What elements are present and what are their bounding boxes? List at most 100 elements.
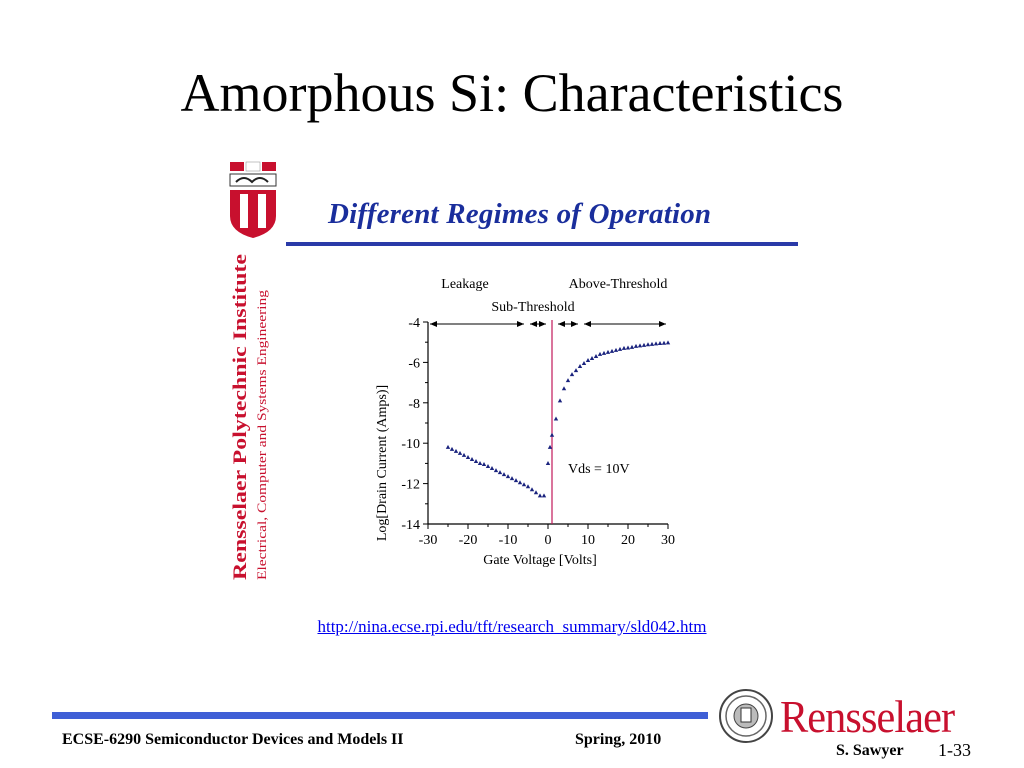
- region-label-leakage: Leakage: [441, 277, 488, 292]
- data-point: [517, 480, 523, 485]
- data-point: [541, 493, 547, 498]
- data-point: [461, 452, 467, 457]
- data-point: [557, 398, 563, 403]
- data-point: [621, 345, 627, 350]
- data-point: [513, 478, 519, 483]
- data-point: [549, 432, 555, 437]
- y-tick-label: -6: [408, 356, 420, 371]
- data-point: [457, 450, 463, 455]
- above-threshold-arrow-head-left: [584, 321, 591, 328]
- data-point: [565, 378, 571, 383]
- department-name: Electrical, Computer and Systems Enginee…: [254, 289, 269, 580]
- data-point: [453, 448, 459, 453]
- transition-arrow-head-left: [558, 321, 565, 328]
- y-tick-label: -12: [401, 478, 420, 493]
- institute-vertical-text: Rensselaer Polytechnic Institute Electri…: [230, 254, 269, 580]
- data-point: [445, 444, 451, 449]
- transition-arrow-head-right: [571, 321, 578, 328]
- rpi-wordmark-logo: Rensselaer: [780, 691, 955, 742]
- data-point: [581, 361, 587, 366]
- data-point: [569, 372, 575, 377]
- y-tick-label: -14: [401, 518, 420, 533]
- data-point: [477, 461, 483, 465]
- data-point: [501, 472, 507, 477]
- data-point: [493, 468, 499, 473]
- data-point: [497, 470, 503, 475]
- data-point: [637, 343, 643, 348]
- vds-annotation: Vds = 10V: [568, 462, 630, 477]
- data-point: [641, 342, 647, 347]
- leakage-arrow-head-right: [517, 321, 524, 328]
- data-point: [485, 464, 491, 469]
- data-point: [577, 364, 583, 369]
- data-point: [617, 346, 623, 351]
- data-point: [605, 349, 611, 354]
- data-point: [661, 340, 667, 345]
- data-point: [633, 343, 639, 348]
- above-threshold-arrow-head-right: [659, 321, 666, 328]
- data-point: [653, 341, 659, 346]
- x-tick-label: -10: [499, 533, 518, 548]
- data-point: [481, 462, 487, 467]
- data-point: [625, 345, 631, 350]
- data-point: [553, 416, 559, 421]
- page-number: 1-33: [938, 740, 971, 760]
- figure-heading: Different Regimes of Operation: [328, 198, 712, 230]
- data-point: [645, 342, 651, 347]
- y-axis-label: Log[Drain Current (Amps)]: [375, 385, 390, 541]
- author: S. Sawyer: [836, 742, 904, 759]
- data-point: [609, 348, 615, 353]
- x-tick-label: 30: [661, 533, 675, 548]
- data-point: [585, 357, 591, 362]
- data-point: [529, 487, 535, 492]
- x-tick-label: -20: [459, 533, 478, 548]
- figure-panel: Rensselaer Polytechnic Institute Electri…: [218, 160, 808, 590]
- footer-bar: [52, 712, 708, 719]
- data-point: [665, 340, 671, 345]
- x-tick-label: 10: [581, 533, 595, 548]
- sub-threshold-arrow-head-left: [530, 321, 537, 328]
- data-point: [537, 493, 543, 498]
- region-label-sub-threshold: Sub-Threshold: [491, 300, 574, 315]
- data-point: [601, 350, 607, 355]
- y-tick-label: -8: [408, 397, 420, 412]
- slide-title: Amorphous Si: Characteristics: [180, 63, 844, 123]
- data-point: [521, 482, 527, 487]
- data-point: [589, 355, 595, 360]
- data-point: [465, 454, 471, 459]
- data-point: [593, 353, 599, 358]
- heading-underline: [286, 242, 798, 246]
- sub-threshold-arrow-head-right: [539, 321, 546, 328]
- data-point: [573, 368, 579, 373]
- x-axis-label: Gate Voltage [Volts]: [483, 553, 597, 568]
- x-tick-label: -30: [419, 533, 438, 548]
- data-point: [657, 341, 663, 346]
- term: Spring, 2010: [575, 731, 662, 748]
- data-point: [525, 484, 531, 489]
- drain-current-chart: -30 -20 -10 0 10 20 30-4-6-8-10-12-14 Leakage …: [375, 277, 675, 568]
- y-tick-label: -4: [408, 316, 420, 331]
- data-point: [597, 351, 603, 356]
- data-point: [533, 490, 539, 495]
- rpi-seal-icon: [719, 689, 773, 743]
- data-point: [613, 347, 619, 352]
- data-point: [505, 474, 511, 479]
- course-title: ECSE-6290 Semiconductor Devices and Mode…: [62, 731, 404, 748]
- data-point: [473, 458, 479, 463]
- institute-name: Rensselaer Polytechnic Institute: [230, 254, 251, 580]
- region-label-above-threshold: Above-Threshold: [569, 277, 668, 292]
- data-point: [509, 476, 515, 481]
- data-point: [629, 344, 635, 349]
- source-link[interactable]: http://nina.ecse.rpi.edu/tft/research_su…: [317, 617, 707, 636]
- data-point: [469, 456, 475, 461]
- data-point: [649, 341, 655, 346]
- x-tick-label: 0: [545, 533, 552, 548]
- data-point: [449, 446, 455, 451]
- data-point: [545, 461, 551, 465]
- data-point: [561, 386, 567, 391]
- data-point: [489, 466, 495, 471]
- rpi-shield-logo: [229, 161, 277, 238]
- y-tick-label: -10: [401, 437, 420, 452]
- leakage-arrow-head-left: [430, 321, 437, 328]
- x-tick-label: 20: [621, 533, 635, 548]
